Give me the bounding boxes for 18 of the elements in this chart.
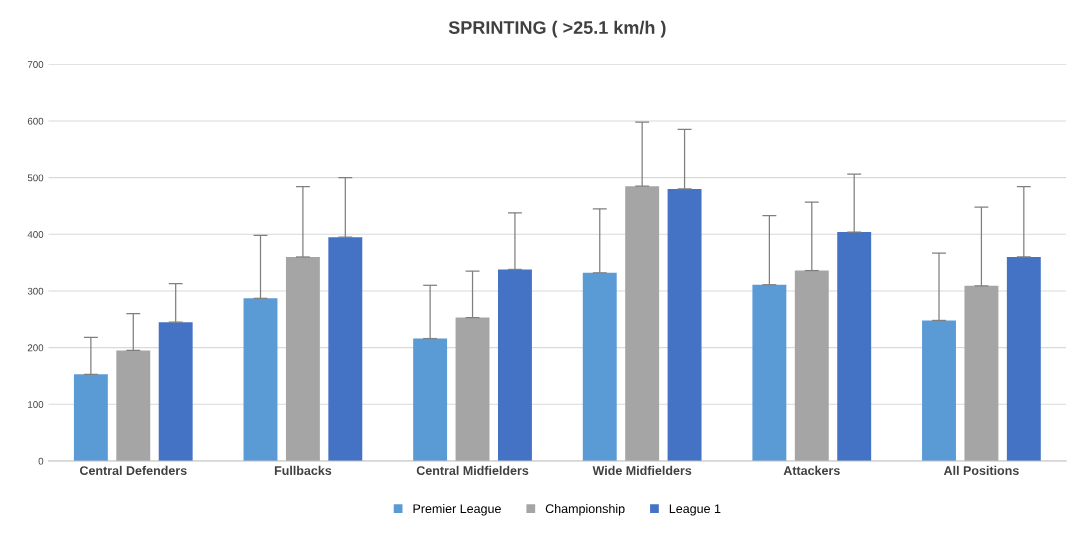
y-tick-label: 0 — [38, 457, 44, 465]
y-tick-label: 600 — [27, 117, 44, 125]
y-tick-label: 400 — [27, 231, 44, 238]
x-tick-label: All Positions — [943, 465, 1019, 475]
legend-label: Premier League — [413, 503, 501, 516]
y-tick-label: 500 — [27, 174, 44, 182]
y-tick-label: 700 — [27, 61, 44, 68]
x-tick-label: Fullbacks — [274, 465, 332, 475]
x-tick-label: Central Defenders — [79, 465, 187, 475]
x-tick-label: Central Midfielders — [416, 465, 529, 475]
legend-label: Championship — [545, 503, 625, 516]
x-tick-label: Attackers — [783, 465, 840, 475]
legend-label: League 1 — [669, 504, 721, 516]
x-tick-label: Wide Midfielders — [592, 465, 692, 475]
chart-title: SPRINTING ( >25.1 km/h ) — [448, 20, 666, 38]
y-tick-label: 200 — [27, 344, 44, 352]
y-tick-label: 100 — [28, 401, 44, 408]
y-tick-label: 300 — [27, 287, 44, 295]
